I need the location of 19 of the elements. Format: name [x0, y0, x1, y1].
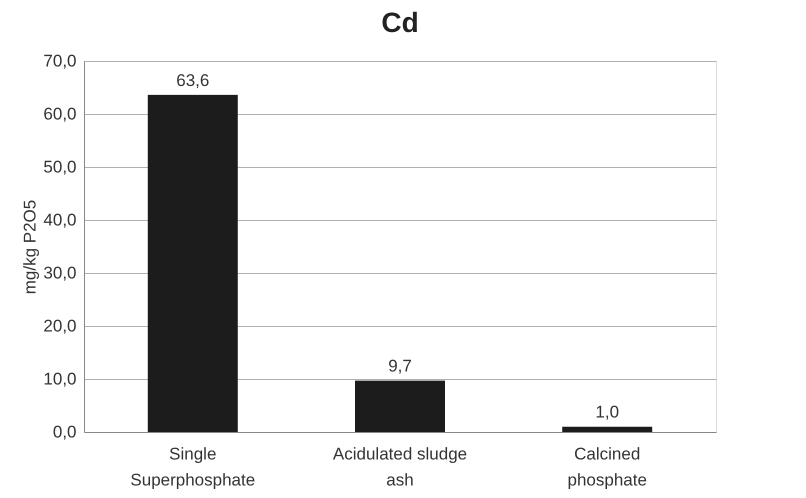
- y-tick-label: 0,0: [52, 422, 76, 442]
- x-tick-label: Single Superphosphate: [130, 444, 256, 490]
- y-tick-label: 70,0: [43, 52, 76, 70]
- x-tick-label: Acidulated sludge ash: [332, 444, 468, 490]
- bar: [562, 426, 652, 432]
- data-label: 9,7: [388, 356, 412, 376]
- bar: [148, 94, 238, 432]
- y-tick-label: 40,0: [43, 210, 76, 230]
- y-axis-title: mg/kg P2O5: [20, 200, 40, 294]
- bar: [355, 380, 445, 432]
- y-tick-label: 60,0: [43, 104, 76, 124]
- y-tick-label: 20,0: [43, 316, 76, 336]
- chart-title: Cd: [381, 7, 419, 38]
- y-tick-label: 10,0: [43, 370, 76, 388]
- y-tick-label: 30,0: [43, 264, 76, 282]
- y-tick-label: 50,0: [43, 158, 76, 176]
- data-label: 1,0: [595, 402, 620, 422]
- x-tick-label: Calcined phosphate: [568, 444, 647, 490]
- data-label: 63,6: [176, 70, 210, 90]
